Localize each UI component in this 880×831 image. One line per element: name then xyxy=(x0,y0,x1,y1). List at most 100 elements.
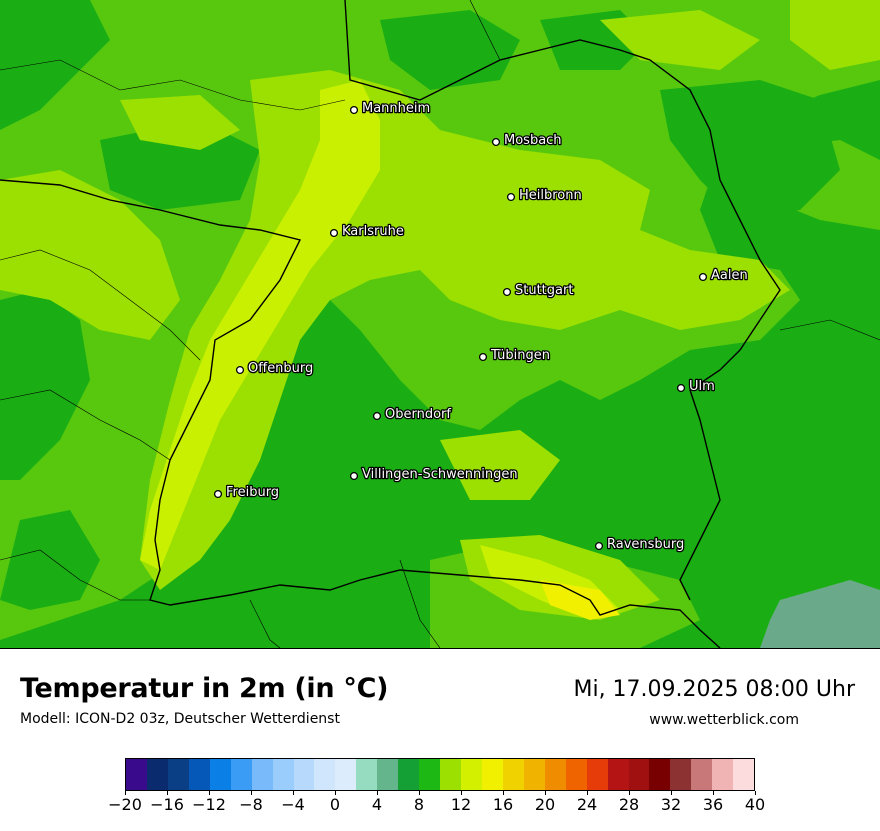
legend-swatch xyxy=(607,759,629,790)
legend-swatch xyxy=(377,759,399,790)
city-label: Heilbronn xyxy=(519,188,582,203)
legend-tick-label: 28 xyxy=(618,795,640,814)
legend-tick-mark xyxy=(293,791,294,795)
temperature-legend-ticks: −20 −16 −12 −8 −4 0 4 8 12 16 20 24 28 32 36 40 xyxy=(108,791,765,821)
legend-tick-mark xyxy=(587,791,588,795)
city-dot-icon xyxy=(213,489,223,499)
legend-swatch xyxy=(272,759,294,790)
legend-tick-mark xyxy=(461,791,462,795)
city-stuttgart: Stuttgart xyxy=(502,282,575,299)
city-dot-icon xyxy=(491,137,501,147)
legend-tick-label: 40 xyxy=(744,795,766,814)
legend-tick-mark xyxy=(545,791,546,795)
legend-tick-label: 0 xyxy=(329,795,341,814)
legend-swatch xyxy=(461,759,482,790)
legend-swatch xyxy=(733,759,755,790)
legend-swatch xyxy=(523,759,545,790)
legend-swatch xyxy=(419,759,441,790)
legend-swatch xyxy=(398,759,420,790)
model-source: Modell: ICON-D2 03z, Deutscher Wetterdie… xyxy=(20,711,340,727)
legend-swatch xyxy=(544,759,566,790)
legend-swatch xyxy=(440,759,461,790)
legend-swatch xyxy=(691,759,713,790)
city-label: Villingen-Schwenningen xyxy=(362,467,518,482)
city-ravensburg: Ravensburg xyxy=(594,536,686,553)
legend-tick-label: −20 xyxy=(108,795,142,814)
legend-swatch xyxy=(356,759,378,790)
city-label: Freiburg xyxy=(226,485,279,500)
legend-swatch xyxy=(251,759,273,790)
legend-tick-mark xyxy=(377,791,378,795)
city-heilbronn: Heilbronn xyxy=(506,187,583,204)
map-canvas: Mannheim Mosbach Heilbronn Karlsruhe Aalen St… xyxy=(0,0,880,648)
legend-swatch xyxy=(670,759,692,790)
city-villingen-schwenningen: Villingen-Schwenningen xyxy=(349,466,519,483)
legend-tick-label: 36 xyxy=(702,795,724,814)
city-ulm: Ulm xyxy=(676,378,716,395)
legend-swatch xyxy=(649,759,671,790)
city-label: Oberndorf xyxy=(385,407,451,422)
city-mosbach: Mosbach xyxy=(491,132,563,149)
city-offenburg: Offenburg xyxy=(235,360,315,377)
legend-swatch xyxy=(126,759,147,790)
city-label: Karlsruhe xyxy=(342,224,404,239)
city-dot-icon xyxy=(349,471,359,481)
legend-swatch xyxy=(167,759,189,790)
legend-tick-mark xyxy=(713,791,714,795)
temperature-band-6 xyxy=(760,580,880,648)
legend-tick-mark xyxy=(419,791,420,795)
legend-swatch xyxy=(146,759,168,790)
city-dot-icon xyxy=(329,228,339,238)
legend-tick-mark xyxy=(671,791,672,795)
legend-tick-mark xyxy=(251,791,252,795)
legend-tick-label: 8 xyxy=(413,795,425,814)
city-label: Mannheim xyxy=(362,101,430,116)
city-label: Offenburg xyxy=(248,361,313,376)
city-dot-icon xyxy=(502,287,512,297)
legend-tick-label: 32 xyxy=(660,795,682,814)
district-borders xyxy=(0,0,880,648)
city-label: Tübingen xyxy=(490,348,550,363)
city-label: Mosbach xyxy=(504,133,562,148)
forecast-datetime: Mi, 17.09.2025 08:00 Uhr xyxy=(573,677,855,702)
legend-swatch xyxy=(712,759,734,790)
city-dot-icon xyxy=(235,365,245,375)
city-t-bingen: Tübingen xyxy=(478,347,551,364)
legend-tick-label: −4 xyxy=(281,795,305,814)
legend-tick-mark xyxy=(335,791,336,795)
legend-swatch xyxy=(628,759,650,790)
city-freiburg: Freiburg xyxy=(213,484,280,501)
legend-swatch xyxy=(293,759,315,790)
city-dot-icon xyxy=(349,105,359,115)
legend-tick-label: 4 xyxy=(371,795,383,814)
legend-tick-label: −8 xyxy=(239,795,263,814)
city-label: Stuttgart xyxy=(515,283,573,298)
city-dot-icon xyxy=(676,383,686,393)
legend-tick-label: 20 xyxy=(534,795,556,814)
city-dot-icon xyxy=(594,541,604,551)
city-aalen: Aalen xyxy=(698,267,749,284)
city-dot-icon xyxy=(478,352,488,362)
city-dot-icon xyxy=(372,411,382,421)
temperature-band-16 xyxy=(540,580,620,620)
legend-tick-mark xyxy=(503,791,504,795)
legend-tick-mark xyxy=(209,791,210,795)
city-oberndorf: Oberndorf xyxy=(372,406,453,423)
legend-tick-mark xyxy=(125,791,126,795)
city-label: Ravensburg xyxy=(607,537,684,552)
legend-swatch xyxy=(335,759,357,790)
legend-tick-label: −16 xyxy=(150,795,184,814)
legend-swatch xyxy=(314,759,336,790)
legend-swatch xyxy=(565,759,587,790)
legend-swatch xyxy=(502,759,524,790)
city-markers: Mannheim Mosbach Heilbronn Karlsruhe Aalen St… xyxy=(213,100,749,553)
city-mannheim: Mannheim xyxy=(349,100,431,117)
city-dot-icon xyxy=(506,192,516,202)
legend-swatch xyxy=(209,759,231,790)
legend-swatch xyxy=(586,759,608,790)
temperature-map: Mannheim Mosbach Heilbronn Karlsruhe Aalen St… xyxy=(0,0,880,648)
website-link[interactable]: www.wetterblick.com xyxy=(649,712,799,728)
map-title: Temperatur in 2m (in °C) xyxy=(20,673,389,704)
legend-swatch xyxy=(481,759,503,790)
legend-tick-mark xyxy=(755,791,756,795)
